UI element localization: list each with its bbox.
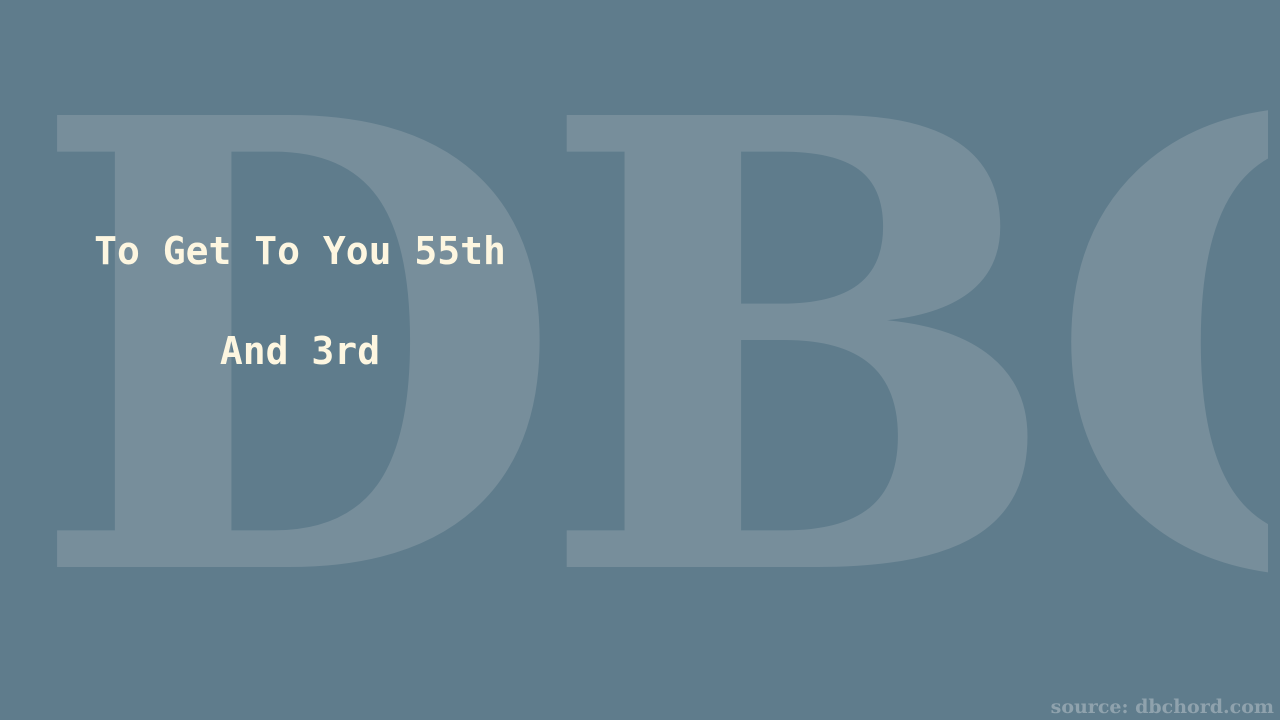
lyric-line-1: To Get To You 55th — [94, 229, 506, 273]
source-credit: source: dbchord.com — [1050, 696, 1274, 718]
lyric-line-2: And 3rd — [219, 329, 381, 373]
dbc-watermark-logo: DBC — [28, 50, 1268, 650]
